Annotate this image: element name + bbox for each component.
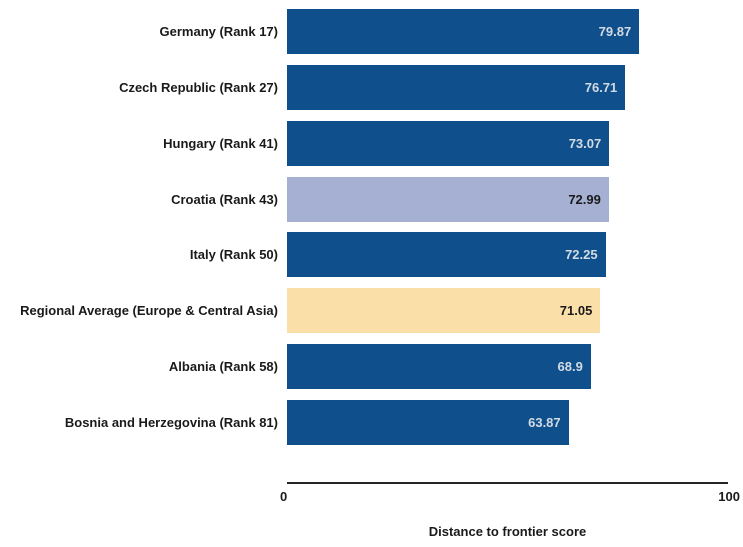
category-label: Albania (Rank 58) xyxy=(168,359,278,375)
category-label: Italy (Rank 50) xyxy=(189,247,278,263)
bar-track: 73.07 xyxy=(287,120,743,166)
bar: 72.99 xyxy=(287,176,609,222)
bar-row: Albania (Rank 58) 68.9 xyxy=(0,339,743,395)
bar: 68.9 xyxy=(287,344,591,390)
category-label: Regional Average (Europe & Central Asia) xyxy=(20,303,278,319)
x-axis-title: Distance to frontier score xyxy=(428,524,587,539)
x-axis-tick-max: 100 xyxy=(718,489,740,504)
bar-track: 71.05 xyxy=(287,288,743,334)
bar-track: 72.99 xyxy=(287,176,743,222)
bar-row: Hungary (Rank 41) 73.07 xyxy=(0,115,743,171)
bar-value-label: 79.87 xyxy=(598,23,632,39)
bar-row: Croatia (Rank 43) 72.99 xyxy=(0,171,743,227)
bar: 72.25 xyxy=(287,232,606,278)
bar-row: Italy (Rank 50) 72.25 xyxy=(0,227,743,283)
bar-track: 63.87 xyxy=(287,399,743,445)
bar: 63.87 xyxy=(287,399,569,445)
bar-track: 68.9 xyxy=(287,344,743,390)
bar-value-label: 76.71 xyxy=(584,79,618,95)
category-label: Bosnia and Herzegovina (Rank 81) xyxy=(64,414,278,430)
category-label: Czech Republic (Rank 27) xyxy=(119,79,278,95)
bar: 79.87 xyxy=(287,8,640,54)
bar-value-label: 73.07 xyxy=(568,135,602,151)
bar-row: Regional Average (Europe & Central Asia)… xyxy=(0,283,743,339)
category-label: Croatia (Rank 43) xyxy=(171,191,278,207)
category-label: Germany (Rank 17) xyxy=(159,23,279,39)
bar-track: 76.71 xyxy=(287,64,743,110)
bar-value-label: 63.87 xyxy=(528,414,561,430)
bar: 76.71 xyxy=(287,64,626,110)
bar-value-label: 72.99 xyxy=(568,191,601,207)
bar-rows: Germany (Rank 17) 79.87 Czech Republic (Ra… xyxy=(0,4,743,451)
category-label: Hungary (Rank 41) xyxy=(163,135,278,151)
bar-value-label: 72.25 xyxy=(565,247,598,263)
bar-value-label: 68.9 xyxy=(557,359,583,375)
bar: 73.07 xyxy=(287,120,610,166)
bar-row: Germany (Rank 17) 79.87 xyxy=(0,4,743,60)
x-axis-ticks: 0 100 xyxy=(280,489,740,504)
x-axis-tick-min: 0 xyxy=(280,489,288,504)
bar: 71.05 xyxy=(287,288,601,334)
bar-track: 72.25 xyxy=(287,232,743,278)
bar-row: Bosnia and Herzegovina (Rank 81) 63.87 xyxy=(0,395,743,451)
bar-track: 79.87 xyxy=(287,8,743,54)
bar-row: Czech Republic (Rank 27) 76.71 xyxy=(0,59,743,115)
x-axis-line xyxy=(287,482,728,484)
bar-value-label: 71.05 xyxy=(559,303,593,319)
